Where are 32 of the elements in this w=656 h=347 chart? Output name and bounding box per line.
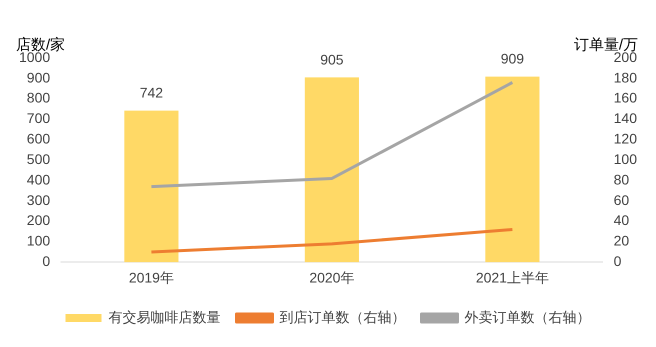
bar [485, 76, 540, 262]
y-tick-label: 200 [26, 212, 50, 228]
x-tick-label: 2021上半年 [476, 269, 549, 286]
y2-tick-label: 120 [614, 130, 638, 147]
y2-tick-label: 60 [614, 192, 630, 208]
legend-label: 到店订单数（右轴） [280, 308, 406, 325]
y-tick-label: 900 [26, 69, 50, 86]
y2-tick-label: 20 [614, 232, 630, 249]
y-tick-label: 0 [42, 253, 50, 270]
y2-tick-label: 40 [614, 212, 630, 228]
y2-tick-label: 100 [614, 150, 638, 167]
y-tick-label: 700 [26, 110, 50, 126]
y-tick-label: 400 [26, 171, 50, 188]
bar [304, 77, 359, 262]
y-tick-label: 300 [26, 192, 50, 208]
y-tick-label: 500 [26, 150, 50, 167]
y2-tick-label: 0 [614, 253, 622, 270]
y2-tick-label: 180 [614, 69, 638, 86]
bar [124, 110, 178, 262]
data-label: 742 [140, 84, 164, 101]
data-label: 905 [320, 51, 344, 68]
legend-label: 有交易咖啡店数量 [108, 308, 220, 325]
y2-tick-label: 140 [614, 110, 638, 126]
y-tick-label: 800 [26, 90, 50, 106]
y-tick-label: 100 [26, 232, 50, 249]
y2-tick-label: 80 [614, 171, 630, 188]
y-tick-label: 600 [26, 130, 50, 147]
x-tick-label: 2019年 [128, 269, 174, 286]
legend-label: 外卖订单数（右轴） [464, 308, 590, 325]
data-label: 909 [500, 50, 524, 66]
y2-tick-label: 160 [614, 90, 638, 106]
x-tick-label: 2020年 [309, 269, 354, 286]
